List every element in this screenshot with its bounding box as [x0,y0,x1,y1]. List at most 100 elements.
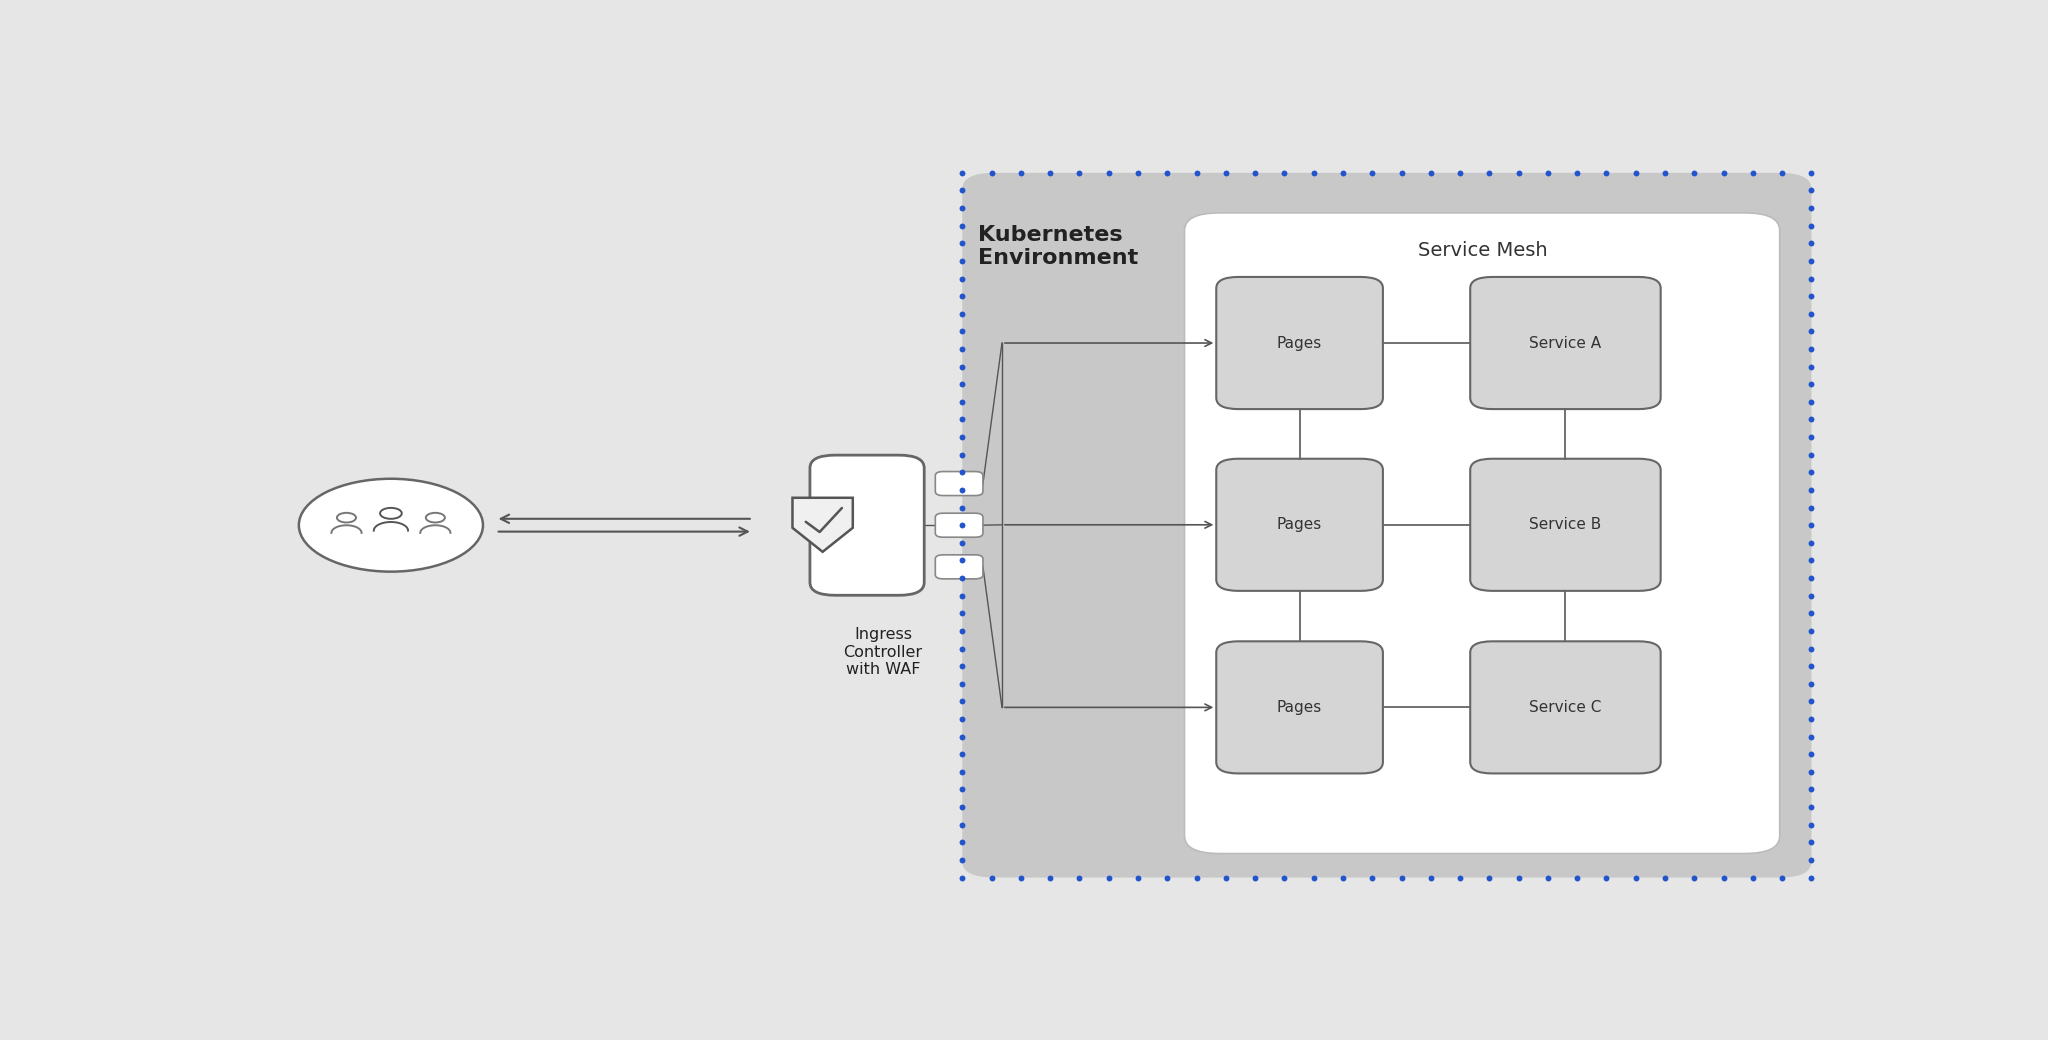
Point [946,693,979,709]
Point [1794,693,1827,709]
Point [1794,323,1827,340]
FancyBboxPatch shape [936,471,983,496]
Point [1794,253,1827,269]
Point [1794,482,1827,498]
Point [1794,570,1827,587]
Point [1620,164,1653,181]
Point [1034,869,1067,886]
Point [1589,869,1622,886]
Point [1239,164,1272,181]
Point [946,728,979,745]
Point [1794,200,1827,216]
Point [946,781,979,798]
Point [1151,164,1184,181]
Point [946,464,979,480]
Point [1444,164,1477,181]
Point [1532,869,1565,886]
Point [1210,869,1243,886]
Point [946,253,979,269]
Point [946,428,979,445]
Point [946,869,979,886]
Point [946,535,979,551]
FancyBboxPatch shape [1470,642,1661,774]
Point [1794,341,1827,358]
Point [1794,164,1827,181]
Point [946,852,979,868]
Point [946,517,979,534]
Point [975,164,1008,181]
Point [1794,270,1827,287]
Point [1473,869,1505,886]
Point [1327,869,1360,886]
Point [1561,164,1593,181]
Text: Kubernetes
Environment: Kubernetes Environment [979,225,1139,268]
Point [1034,164,1067,181]
Point [946,675,979,692]
FancyBboxPatch shape [1470,459,1661,591]
Point [946,641,979,657]
Point [1794,852,1827,868]
Point [1794,306,1827,322]
Point [1561,869,1593,886]
Point [1708,869,1741,886]
Point [1794,217,1827,234]
Point [1794,834,1827,851]
Point [1765,869,1798,886]
Point [1794,641,1827,657]
Point [1649,869,1681,886]
Point [946,482,979,498]
Point [1268,869,1300,886]
Point [1765,164,1798,181]
Point [1384,164,1417,181]
Point [1794,605,1827,622]
Point [1004,869,1036,886]
Point [1737,869,1769,886]
Point [1794,728,1827,745]
Point [1737,164,1769,181]
FancyBboxPatch shape [936,513,983,538]
Point [1063,869,1096,886]
Point [1794,499,1827,516]
Point [946,552,979,569]
Point [946,658,979,675]
Point [1444,869,1477,886]
Point [1296,164,1329,181]
Point [1004,164,1036,181]
Point [946,217,979,234]
FancyBboxPatch shape [963,173,1810,878]
Point [946,288,979,305]
Point [1794,710,1827,727]
Point [1794,464,1827,480]
Point [1532,164,1565,181]
Point [1794,781,1827,798]
Point [1180,164,1212,181]
Point [1794,517,1827,534]
Point [1794,288,1827,305]
Text: Pages: Pages [1278,700,1323,714]
Point [1092,164,1124,181]
Text: Service C: Service C [1530,700,1602,714]
Point [1677,164,1710,181]
Point [975,869,1008,886]
Circle shape [299,478,483,572]
Point [946,393,979,410]
Point [1794,763,1827,780]
Point [1794,658,1827,675]
Point [1296,869,1329,886]
Point [1180,869,1212,886]
Text: Service Mesh: Service Mesh [1417,241,1548,260]
Point [946,834,979,851]
Point [946,746,979,762]
Point [1794,675,1827,692]
Point [946,763,979,780]
Point [1794,359,1827,375]
Point [946,499,979,516]
Point [946,359,979,375]
Point [1794,816,1827,833]
Point [946,306,979,322]
Text: Service B: Service B [1530,517,1602,532]
Point [1677,869,1710,886]
Point [1794,746,1827,762]
Point [946,270,979,287]
FancyBboxPatch shape [936,554,983,579]
